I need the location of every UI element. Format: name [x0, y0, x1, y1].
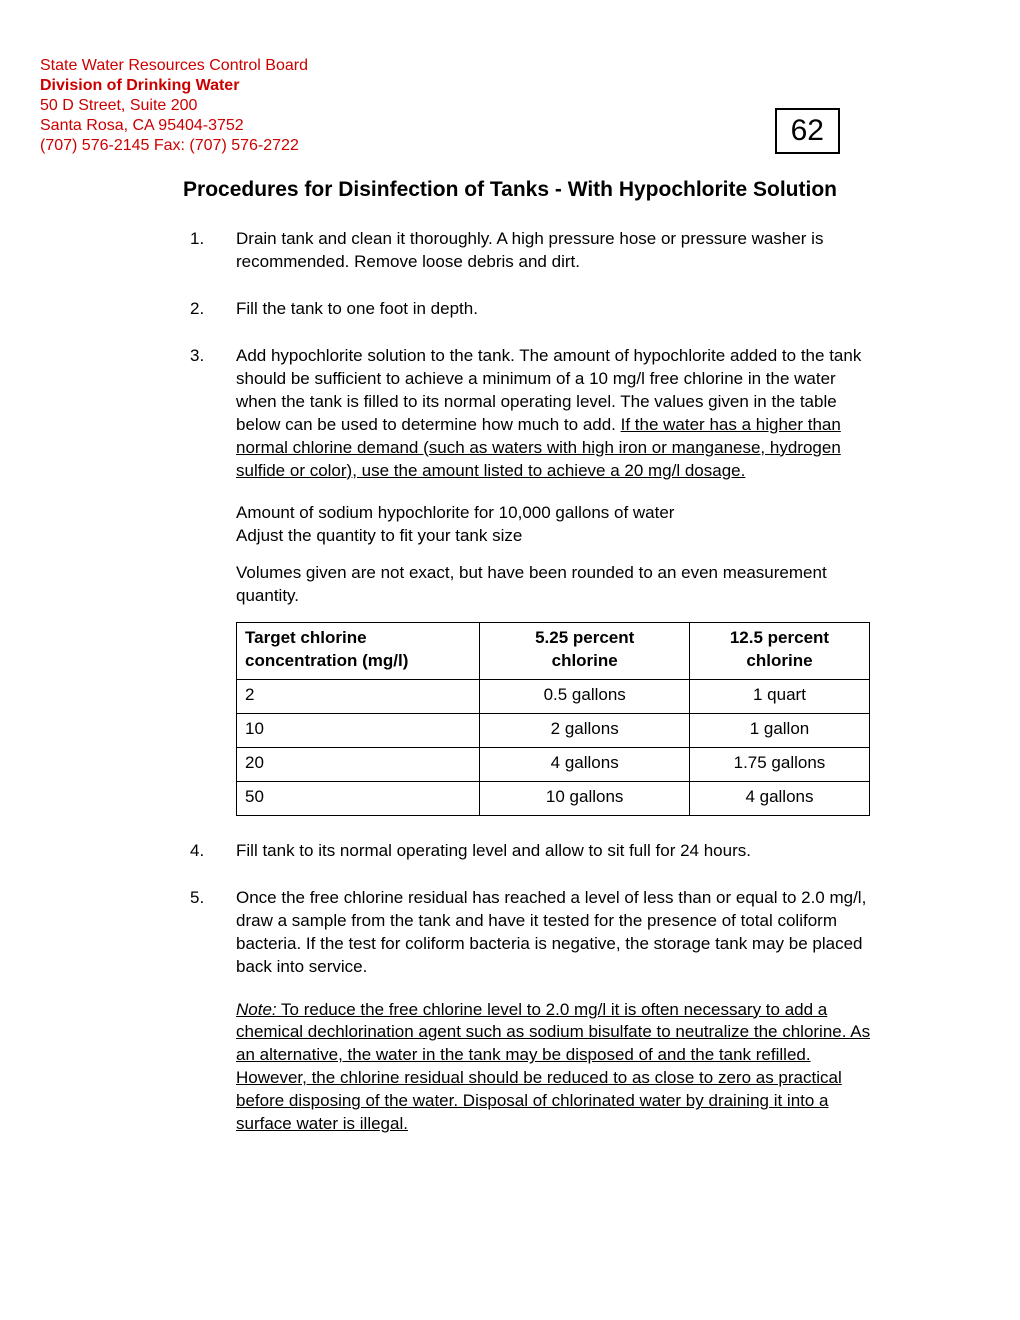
- header-text: chlorine: [552, 651, 618, 670]
- division: Division of Drinking Water: [40, 76, 980, 96]
- page-number: 62: [775, 108, 840, 154]
- header-text: 5.25 percent: [535, 628, 634, 647]
- header-text: 12.5 percent: [730, 628, 829, 647]
- step-3: Add hypochlorite solution to the tank. T…: [190, 345, 880, 816]
- cell: 4 gallons: [480, 747, 690, 781]
- cell: 1.75 gallons: [689, 747, 869, 781]
- cell: 2 gallons: [480, 714, 690, 748]
- steps-list: Drain tank and clean it thoroughly. A hi…: [190, 228, 880, 1136]
- content: Drain tank and clean it thoroughly. A hi…: [40, 228, 980, 1136]
- step-4: Fill tank to its normal operating level …: [190, 840, 880, 863]
- step-3-sub: Amount of sodium hypochlorite for 10,000…: [236, 502, 880, 548]
- cell: 20: [237, 747, 480, 781]
- sub-line: Volumes given are not exact, but have be…: [236, 562, 880, 608]
- col-header: 12.5 percent chlorine: [689, 623, 869, 680]
- note: Note: To reduce the free chlorine level …: [236, 999, 880, 1137]
- table-row: 2 0.5 gallons 1 quart: [237, 680, 870, 714]
- header-text: Target chlorine: [245, 628, 367, 647]
- cell: 1 quart: [689, 680, 869, 714]
- step-2: Fill the tank to one foot in depth.: [190, 298, 880, 321]
- sub-line: Amount of sodium hypochlorite for 10,000…: [236, 502, 880, 525]
- cell: 2: [237, 680, 480, 714]
- step-text: Once the free chlorine residual has reac…: [236, 888, 866, 976]
- step-text: Fill the tank to one foot in depth.: [236, 299, 478, 318]
- header-text: chlorine: [746, 651, 812, 670]
- table-header-row: Target chlorine concentration (mg/l) 5.2…: [237, 623, 870, 680]
- table-row: 50 10 gallons 4 gallons: [237, 781, 870, 815]
- note-label: Note:: [236, 1000, 277, 1019]
- org-name: State Water Resources Control Board: [40, 56, 980, 76]
- table-row: 10 2 gallons 1 gallon: [237, 714, 870, 748]
- page: State Water Resources Control Board Divi…: [0, 0, 1020, 1200]
- page-title: Procedures for Disinfection of Tanks - W…: [40, 178, 980, 202]
- step-text: Drain tank and clean it thoroughly. A hi…: [236, 229, 823, 271]
- chlorine-table: Target chlorine concentration (mg/l) 5.2…: [236, 622, 870, 816]
- col-header: Target chlorine concentration (mg/l): [237, 623, 480, 680]
- col-header: 5.25 percent chlorine: [480, 623, 690, 680]
- cell: 1 gallon: [689, 714, 869, 748]
- cell: 4 gallons: [689, 781, 869, 815]
- step-5: Once the free chlorine residual has reac…: [190, 887, 880, 1136]
- step-1: Drain tank and clean it thoroughly. A hi…: [190, 228, 880, 274]
- header-text: concentration (mg/l): [245, 651, 408, 670]
- cell: 0.5 gallons: [480, 680, 690, 714]
- table-row: 20 4 gallons 1.75 gallons: [237, 747, 870, 781]
- cell: 10 gallons: [480, 781, 690, 815]
- cell: 10: [237, 714, 480, 748]
- sub-line: Adjust the quantity to fit your tank siz…: [236, 525, 880, 548]
- step-text: Fill tank to its normal operating level …: [236, 841, 751, 860]
- cell: 50: [237, 781, 480, 815]
